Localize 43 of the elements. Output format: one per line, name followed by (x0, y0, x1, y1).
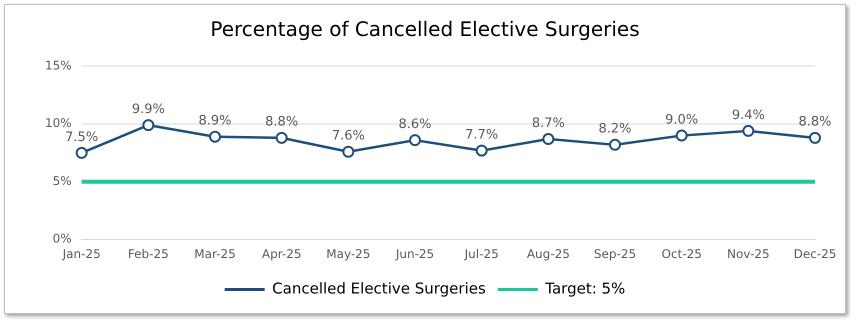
legend-label: Target: 5% (544, 279, 626, 298)
chart-title: Percentage of Cancelled Elective Surgeries (209, 17, 641, 41)
x-tick-label: Mar-25 (194, 246, 236, 261)
point (209, 130, 222, 143)
x-tick-label: Dec-25 (794, 246, 836, 261)
data-label: 8.6% (398, 117, 432, 132)
x-tick-label: May-25 (326, 246, 370, 261)
x-tick-label: Jun-25 (394, 246, 434, 261)
point (809, 132, 821, 144)
point (742, 124, 754, 137)
y-tick-label: 0% (52, 232, 72, 246)
point (342, 146, 354, 158)
data-label: 8.8% (798, 114, 832, 130)
point (609, 138, 621, 151)
data-label: 9.4% (732, 108, 765, 123)
data-label: 8.9% (198, 114, 232, 129)
point (409, 134, 422, 146)
data-label: 9.0% (665, 112, 698, 128)
data-label: 8.7% (532, 116, 565, 131)
data-label: 7.5% (65, 130, 98, 145)
point (676, 130, 688, 142)
point (276, 132, 288, 144)
x-tick-label: Nov-25 (726, 246, 770, 261)
x-tick-label: Sep-25 (594, 246, 636, 261)
data-label: 8.8% (265, 114, 298, 130)
y-tick-label: 10% (45, 116, 72, 130)
x-tick-label: Oct-25 (661, 246, 702, 261)
point (542, 133, 554, 146)
x-tick-label: Jul-25 (464, 246, 499, 261)
point (476, 144, 488, 157)
x-tick-label: Aug-25 (526, 246, 570, 261)
data-label: 7.7% (465, 127, 498, 142)
data-label: 8.2% (598, 122, 632, 137)
y-tick-label: 5% (52, 174, 72, 188)
point (142, 119, 154, 132)
data-label: 7.6% (332, 128, 365, 144)
point (76, 146, 88, 159)
x-tick-label: Feb-25 (128, 246, 169, 261)
y-tick-label: 15% (45, 58, 72, 72)
data-label: 9.9% (132, 102, 165, 118)
x-tick-label: Jan-25 (62, 246, 101, 261)
legend-label: Cancelled Elective Surgeries (272, 279, 486, 298)
x-tick-label: Apr-25 (262, 246, 302, 261)
